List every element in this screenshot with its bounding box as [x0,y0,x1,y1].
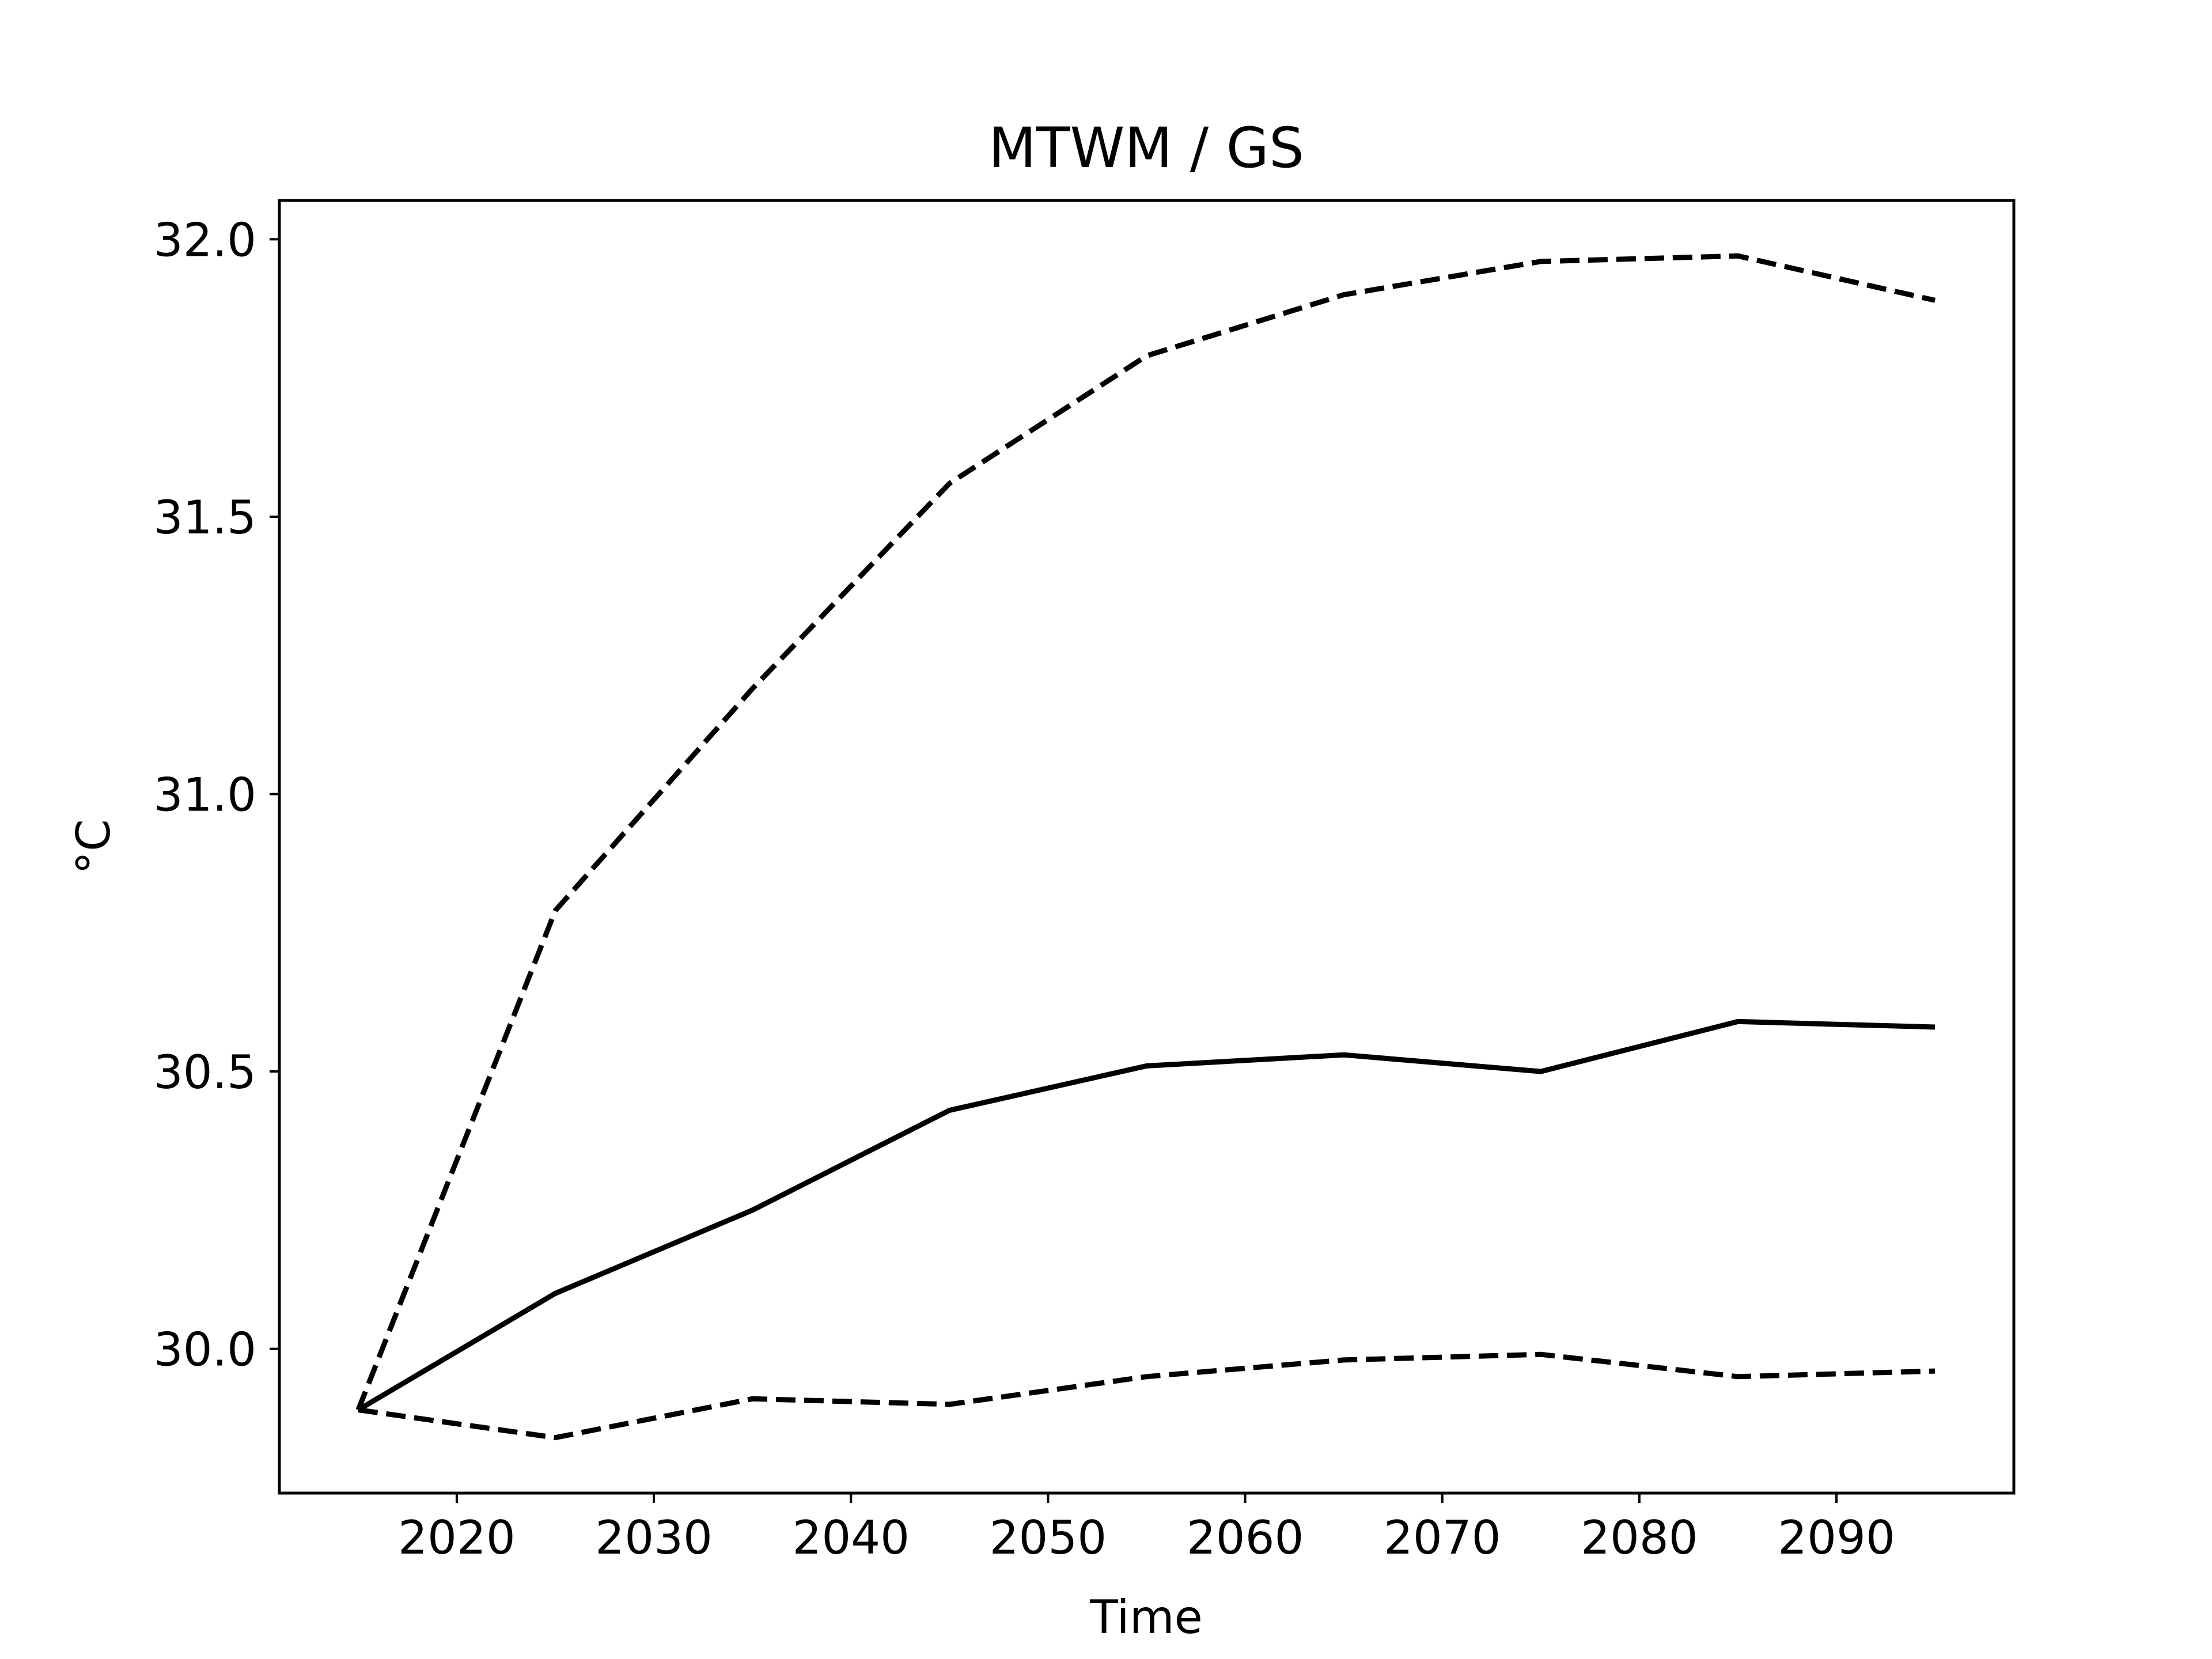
y-axis: 30.0 30.5 31.0 31.5 32.0 [154,213,279,1377]
x-axis: 2020 2030 2040 2050 2060 2070 2080 2090 [398,1493,1895,1565]
y-tick-label: 30.0 [154,1323,256,1377]
y-tick-label: 31.0 [154,768,256,822]
y-axis-label: °C [67,819,120,874]
series-line-3 [358,1351,1936,1441]
x-tick-label: 2080 [1581,1511,1698,1565]
y-tick-label: 30.5 [154,1046,256,1099]
x-tick-label: 2050 [990,1511,1107,1565]
x-tick-label: 2020 [398,1511,516,1565]
series-line-2 [357,1018,1936,1412]
x-tick-label: 2030 [595,1511,713,1565]
plot-lines [355,253,1936,1441]
x-tick-label: 2060 [1187,1511,1304,1565]
series-line-1 [355,253,1936,1411]
x-tick-label: 2070 [1384,1511,1501,1565]
x-axis-label: Time [1089,1590,1203,1644]
plot-area-frame [278,199,2016,1495]
chart-title: MTWM / GS [988,116,1304,180]
x-tick-label: 2090 [1778,1511,1895,1565]
y-tick-label: 32.0 [154,213,256,267]
y-tick-label: 31.5 [154,491,256,544]
x-tick-label: 2040 [792,1511,910,1565]
